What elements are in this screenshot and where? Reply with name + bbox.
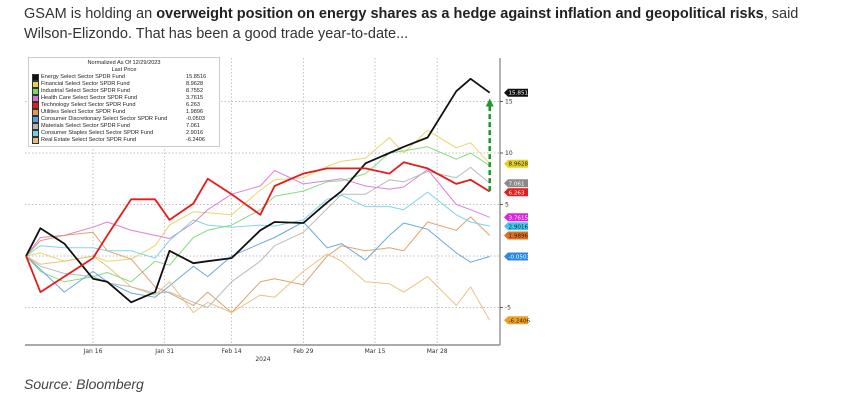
- value-tag: 7.061: [504, 179, 528, 188]
- paragraph-bold-text: overweight position on energy shares as …: [156, 6, 764, 22]
- x-tick-label: Jan 16: [83, 348, 103, 355]
- legend-swatch: [32, 130, 39, 137]
- legend-label: Industrial Select Sector SPDR Fund: [41, 88, 130, 94]
- value-tag: 6.263: [504, 188, 528, 197]
- value-tag: 8.9628: [504, 159, 529, 168]
- x-tick-label: Feb 14: [222, 348, 242, 355]
- legend-value: 8.9628: [186, 81, 204, 87]
- legend-swatch: [32, 123, 39, 130]
- series-line-real-estate-select-sector-spdr-fund: [25, 253, 491, 321]
- article-paragraph: GSAM is holding an overweight position o…: [24, 4, 834, 44]
- legend-value: 8.7552: [186, 88, 204, 94]
- legend-subtitle: Last Price: [111, 67, 137, 73]
- legend-swatch: [32, 74, 39, 81]
- legend-swatch: [32, 116, 39, 123]
- y-tick-label: -5: [505, 305, 511, 312]
- paragraph-text: GSAM is holding an: [24, 6, 157, 22]
- legend-swatch: [32, 109, 39, 116]
- value-tag-background: [504, 252, 528, 261]
- value-tag: 3.7615: [504, 213, 529, 222]
- legend-item: Consumer Discretionary Select Sector SPD…: [32, 116, 216, 123]
- series-line-utilities-select-sector-spdr-fund: [25, 216, 491, 314]
- x-tick-label: Jan 31: [154, 348, 174, 355]
- value-tag-label: 6.263: [509, 190, 525, 196]
- legend-label: Utilities Select Sector SPDR Fund: [41, 109, 126, 115]
- legend-value: -0.0503: [186, 116, 205, 122]
- value-tag-background: [504, 231, 528, 240]
- value-tag: -0.0503: [504, 252, 531, 261]
- legend-item: Materials Select Sector SPDR Fund 7.061: [32, 123, 216, 130]
- series-line-consumer-discretionary-select-sector-spdr-fund: [25, 221, 490, 298]
- value-tag-background: [504, 179, 528, 188]
- legend-item: Energy Select Sector SPDR Fund 15.8516: [32, 74, 216, 81]
- legend-value: 2.9016: [186, 130, 204, 136]
- legend-label: Energy Select Sector SPDR Fund: [41, 74, 125, 80]
- legend-swatch: [32, 81, 39, 88]
- legend-label: Technology Select Sector SPDR Fund: [41, 102, 136, 108]
- chart-svg: Jan 16 Jan 31 Feb 14 Feb 29 Mar 15 Mar 28 2024…: [25, 58, 533, 363]
- legend-label: Consumer Staples Select Sector SPDR Fund: [41, 130, 154, 136]
- legend-value: 1.9896: [186, 109, 204, 115]
- legend-title: Normalized As Of 12/29/2023: [87, 60, 161, 66]
- legend-item: Utilities Select Sector SPDR Fund 1.9896: [32, 109, 216, 116]
- value-tag-label: -0.0503: [509, 255, 531, 261]
- source-caption: Source: Bloomberg: [24, 376, 144, 392]
- sector-performance-chart: Jan 16 Jan 31 Feb 14 Feb 29 Mar 15 Mar 28 2024…: [22, 55, 542, 365]
- legend-item: Financial Select Sector SPDR Fund 8.9628: [32, 81, 216, 88]
- legend-label: Materials Select Sector SPDR Fund: [41, 123, 130, 129]
- series-line-technology-select-sector-spdr-fund: [25, 161, 491, 294]
- legend-value: 7.061: [186, 123, 200, 129]
- series-line-energy-select-sector-spdr-fund: [25, 77, 491, 304]
- legend-item: Health Care Select Sector SPDR Fund 3.761…: [32, 95, 216, 102]
- y-tick-label: 5: [505, 202, 509, 209]
- value-tag: -6.2406: [504, 316, 531, 325]
- value-tag-label: 7.061: [509, 181, 525, 187]
- value-tag-background: [504, 222, 528, 231]
- paragraph-text-end: , said Wilson-Elizondo. That has been a …: [24, 6, 799, 42]
- legend-item: Technology Select Sector SPDR Fund 6.263: [32, 102, 216, 109]
- legend-swatch: [32, 88, 39, 95]
- legend-label: Consumer Discretionary Select Sector SPD…: [41, 116, 168, 122]
- value-tag-label: 8.9628: [509, 162, 529, 168]
- series-line-health-care-select-sector-spdr-fund: [25, 169, 490, 257]
- series-line-industrial-select-sector-spdr-fund: [25, 146, 490, 283]
- series-line-materials-select-sector-spdr-fund: [25, 166, 491, 308]
- x-axis-label: 2024: [255, 356, 270, 363]
- series-line-consumer-staples-select-sector-spdr-fund: [25, 191, 490, 259]
- value-tag-label: 2.9016: [509, 224, 529, 230]
- arrow-head-icon: [485, 98, 494, 107]
- legend-swatch: [32, 102, 39, 109]
- legend-item: Industrial Select Sector SPDR Fund 8.7552: [32, 88, 216, 95]
- value-tag-label: 15.8516: [509, 91, 533, 97]
- chart-legend: Normalized As Of 12/29/2023 Last Price E…: [28, 57, 220, 147]
- legend-swatch: [32, 137, 39, 144]
- legend-value: 6.263: [186, 102, 200, 108]
- legend-item: Real Estate Select Sector SPDR Fund -6.24…: [32, 137, 216, 144]
- legend-value: 3.7615: [186, 95, 204, 101]
- value-tag: 1.9896: [504, 231, 529, 240]
- legend-label: Real Estate Select Sector SPDR Fund: [41, 137, 137, 143]
- series-line-financial-select-sector-spdr-fund: [25, 129, 491, 262]
- y-tick-label: 15: [505, 99, 513, 106]
- x-tick-label: Mar 28: [427, 348, 448, 355]
- legend-swatch: [32, 95, 39, 102]
- value-tag-label: 1.9896: [509, 234, 529, 240]
- x-tick-label: Feb 29: [293, 348, 313, 355]
- legend-value: -6.2406: [186, 137, 205, 143]
- legend-label: Financial Select Sector SPDR Fund: [41, 81, 130, 87]
- value-tag: 15.8516: [504, 88, 533, 97]
- x-tick-label: Mar 15: [365, 348, 386, 355]
- value-tag-background: [504, 88, 528, 97]
- value-tag: 2.9016: [504, 222, 529, 231]
- legend-label: Health Care Select Sector SPDR Fund: [41, 95, 138, 101]
- value-tag-background: [504, 213, 528, 222]
- value-tag-background: [504, 159, 528, 168]
- value-tag-background: [504, 316, 528, 325]
- value-tag-label: 3.7615: [509, 215, 529, 221]
- legend-value: 15.8516: [186, 74, 207, 80]
- value-tag-background: [504, 188, 528, 197]
- value-tag-label: -6.2406: [509, 318, 531, 324]
- y-tick-label: 10: [505, 150, 513, 157]
- legend-item: Consumer Staples Select Sector SPDR Fund…: [32, 130, 216, 137]
